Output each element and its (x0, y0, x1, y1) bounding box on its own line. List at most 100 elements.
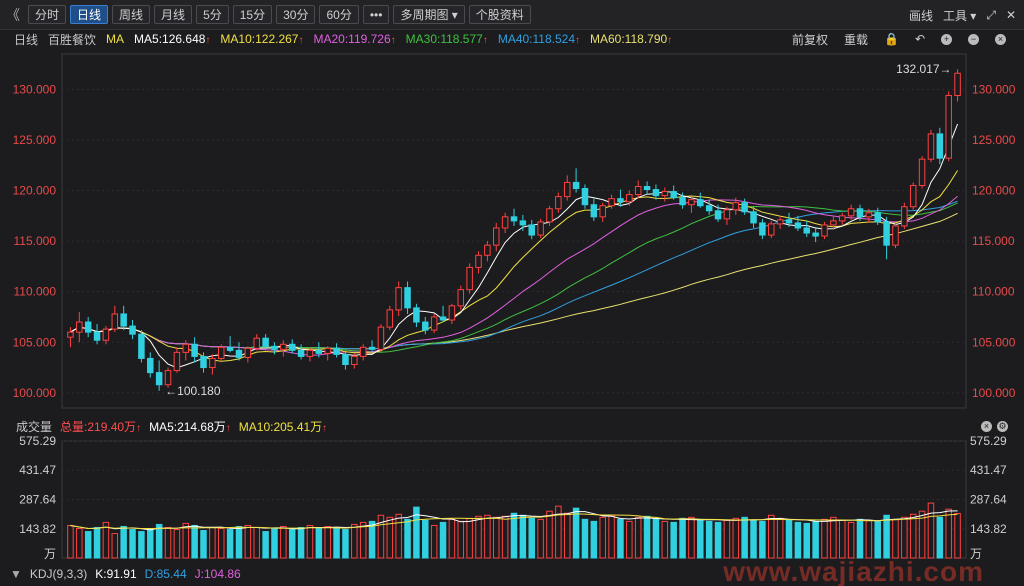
candle-body (838, 215, 846, 222)
candle-body (253, 337, 260, 349)
period-tab-1[interactable]: 日线 (70, 5, 109, 24)
candle-body (493, 227, 500, 246)
tools-button[interactable]: 工具 ▾ (942, 8, 977, 23)
candle-body (359, 346, 367, 357)
candle-body (741, 202, 748, 213)
candle-body (147, 357, 154, 374)
candle-body (138, 333, 145, 359)
period-tab-5[interactable]: 15分 (232, 5, 273, 24)
volume-bar (413, 506, 420, 559)
ma60-value: MA60:118.790↑ (590, 32, 673, 46)
adjust-button[interactable]: 前复权 (791, 32, 828, 47)
close-icon[interactable]: ✕ (1005, 8, 1016, 22)
draw-line-button[interactable]: 画线 (908, 8, 933, 23)
period-tab-7[interactable]: 60分 (319, 5, 359, 24)
candle-body (821, 224, 828, 237)
volume-bar (856, 518, 864, 559)
info-right-tools: 前复权 重载 🔒 ↶ + − × (792, 30, 1016, 48)
volume-bar (661, 520, 669, 559)
period-tab-10[interactable]: 个股资料 (468, 5, 531, 24)
candle-body (466, 266, 473, 291)
candle-body (874, 212, 881, 223)
candle-body (395, 287, 402, 311)
candle-body (93, 331, 101, 341)
candle-body (652, 189, 660, 197)
volume-bar (909, 513, 917, 559)
volume-bar (235, 525, 243, 559)
volume-tick-right: 287.64 (970, 493, 1007, 507)
price-tick-left: 120.000 (13, 184, 57, 198)
period-tab-4[interactable]: 5分 (196, 5, 229, 24)
volume-bar (342, 529, 349, 559)
reload-button[interactable]: 重载 (843, 32, 868, 47)
candle-body (173, 351, 181, 372)
candle-body (288, 343, 296, 351)
undo-icon[interactable]: ↶ (914, 32, 925, 46)
volume-ma5: MA5:214.68万↑ (149, 420, 231, 434)
kdj-collapse-icon[interactable]: ▼ (10, 567, 22, 581)
indicator-label[interactable]: MA (106, 32, 125, 46)
double-chevron-left-icon[interactable]: 《 (6, 6, 20, 23)
candle-body (102, 328, 110, 341)
volume-bar (936, 516, 944, 559)
volume-ma5-line (70, 510, 958, 531)
candle-body (280, 343, 287, 350)
volume-bar (697, 518, 704, 559)
kdj-name[interactable]: KDJ(9,3,3) (29, 567, 88, 581)
candle-body (812, 232, 819, 237)
ma20-value: MA20:119.726↑ (313, 32, 396, 46)
volume-bar (927, 502, 935, 559)
minus-icon[interactable]: − (968, 33, 979, 45)
candle-body (794, 222, 802, 229)
volume-bar (306, 524, 314, 559)
candle-body (599, 205, 606, 218)
volume-bar (138, 531, 145, 559)
candle-body (705, 205, 713, 212)
volume-tick-left: 575.29 (19, 435, 56, 448)
volume-settings-icon[interactable]: ⚙ (997, 421, 1008, 432)
candle-body (342, 353, 349, 366)
kdj-j: J:104.86 (194, 567, 241, 581)
period-tab-3[interactable]: 月线 (154, 5, 193, 24)
candle-body (927, 133, 935, 160)
volume-bar (830, 516, 837, 559)
period-tab-9[interactable]: 多周期图 ▾ (393, 5, 465, 24)
volume-bar (785, 519, 793, 559)
candle-body (244, 347, 252, 358)
stock-name: 百胜餐饮 (48, 32, 97, 47)
volume-bar (200, 530, 207, 559)
lock-icon[interactable]: 🔒 (883, 32, 899, 46)
price-plot-frame (61, 53, 967, 409)
volume-bar (732, 517, 740, 559)
add-icon[interactable]: + (941, 33, 952, 45)
candle-body (572, 181, 580, 190)
volume-bar (129, 529, 136, 559)
volume-bar (315, 528, 323, 559)
volume-bar (422, 519, 429, 559)
volume-bar (244, 524, 252, 559)
candlestick-chart[interactable]: 100.000 100.000 105.000 105.000 110.000 110.0… (0, 48, 1024, 418)
volume-bar (546, 510, 553, 559)
volume-bar (351, 523, 358, 559)
volume-bar (377, 514, 385, 559)
price-tick-right: 105.000 (972, 335, 1016, 349)
candle-body (936, 133, 944, 159)
candle-body (333, 347, 340, 355)
volume-bar (475, 515, 482, 559)
volume-bar (563, 512, 571, 559)
volume-chart[interactable]: 575.29 575.29 431.47 431.47 287.64 287.64 143.… (0, 435, 1024, 562)
period-tab-0[interactable]: 分时 (28, 5, 67, 24)
volume-bar (271, 528, 278, 559)
period-tab-8[interactable]: ••• (362, 5, 390, 24)
volume-close-icon[interactable]: × (981, 421, 992, 432)
period-tab-6[interactable]: 30分 (276, 5, 316, 24)
candle-body (856, 208, 864, 218)
candle-body (768, 223, 775, 236)
candle-body (271, 345, 278, 350)
volume-bar (102, 521, 110, 559)
close-circle-icon[interactable]: × (995, 33, 1006, 45)
period-tab-2[interactable]: 周线 (112, 5, 151, 24)
fullscreen-icon[interactable]: ⤢ (986, 7, 996, 22)
volume-bar (209, 526, 216, 559)
